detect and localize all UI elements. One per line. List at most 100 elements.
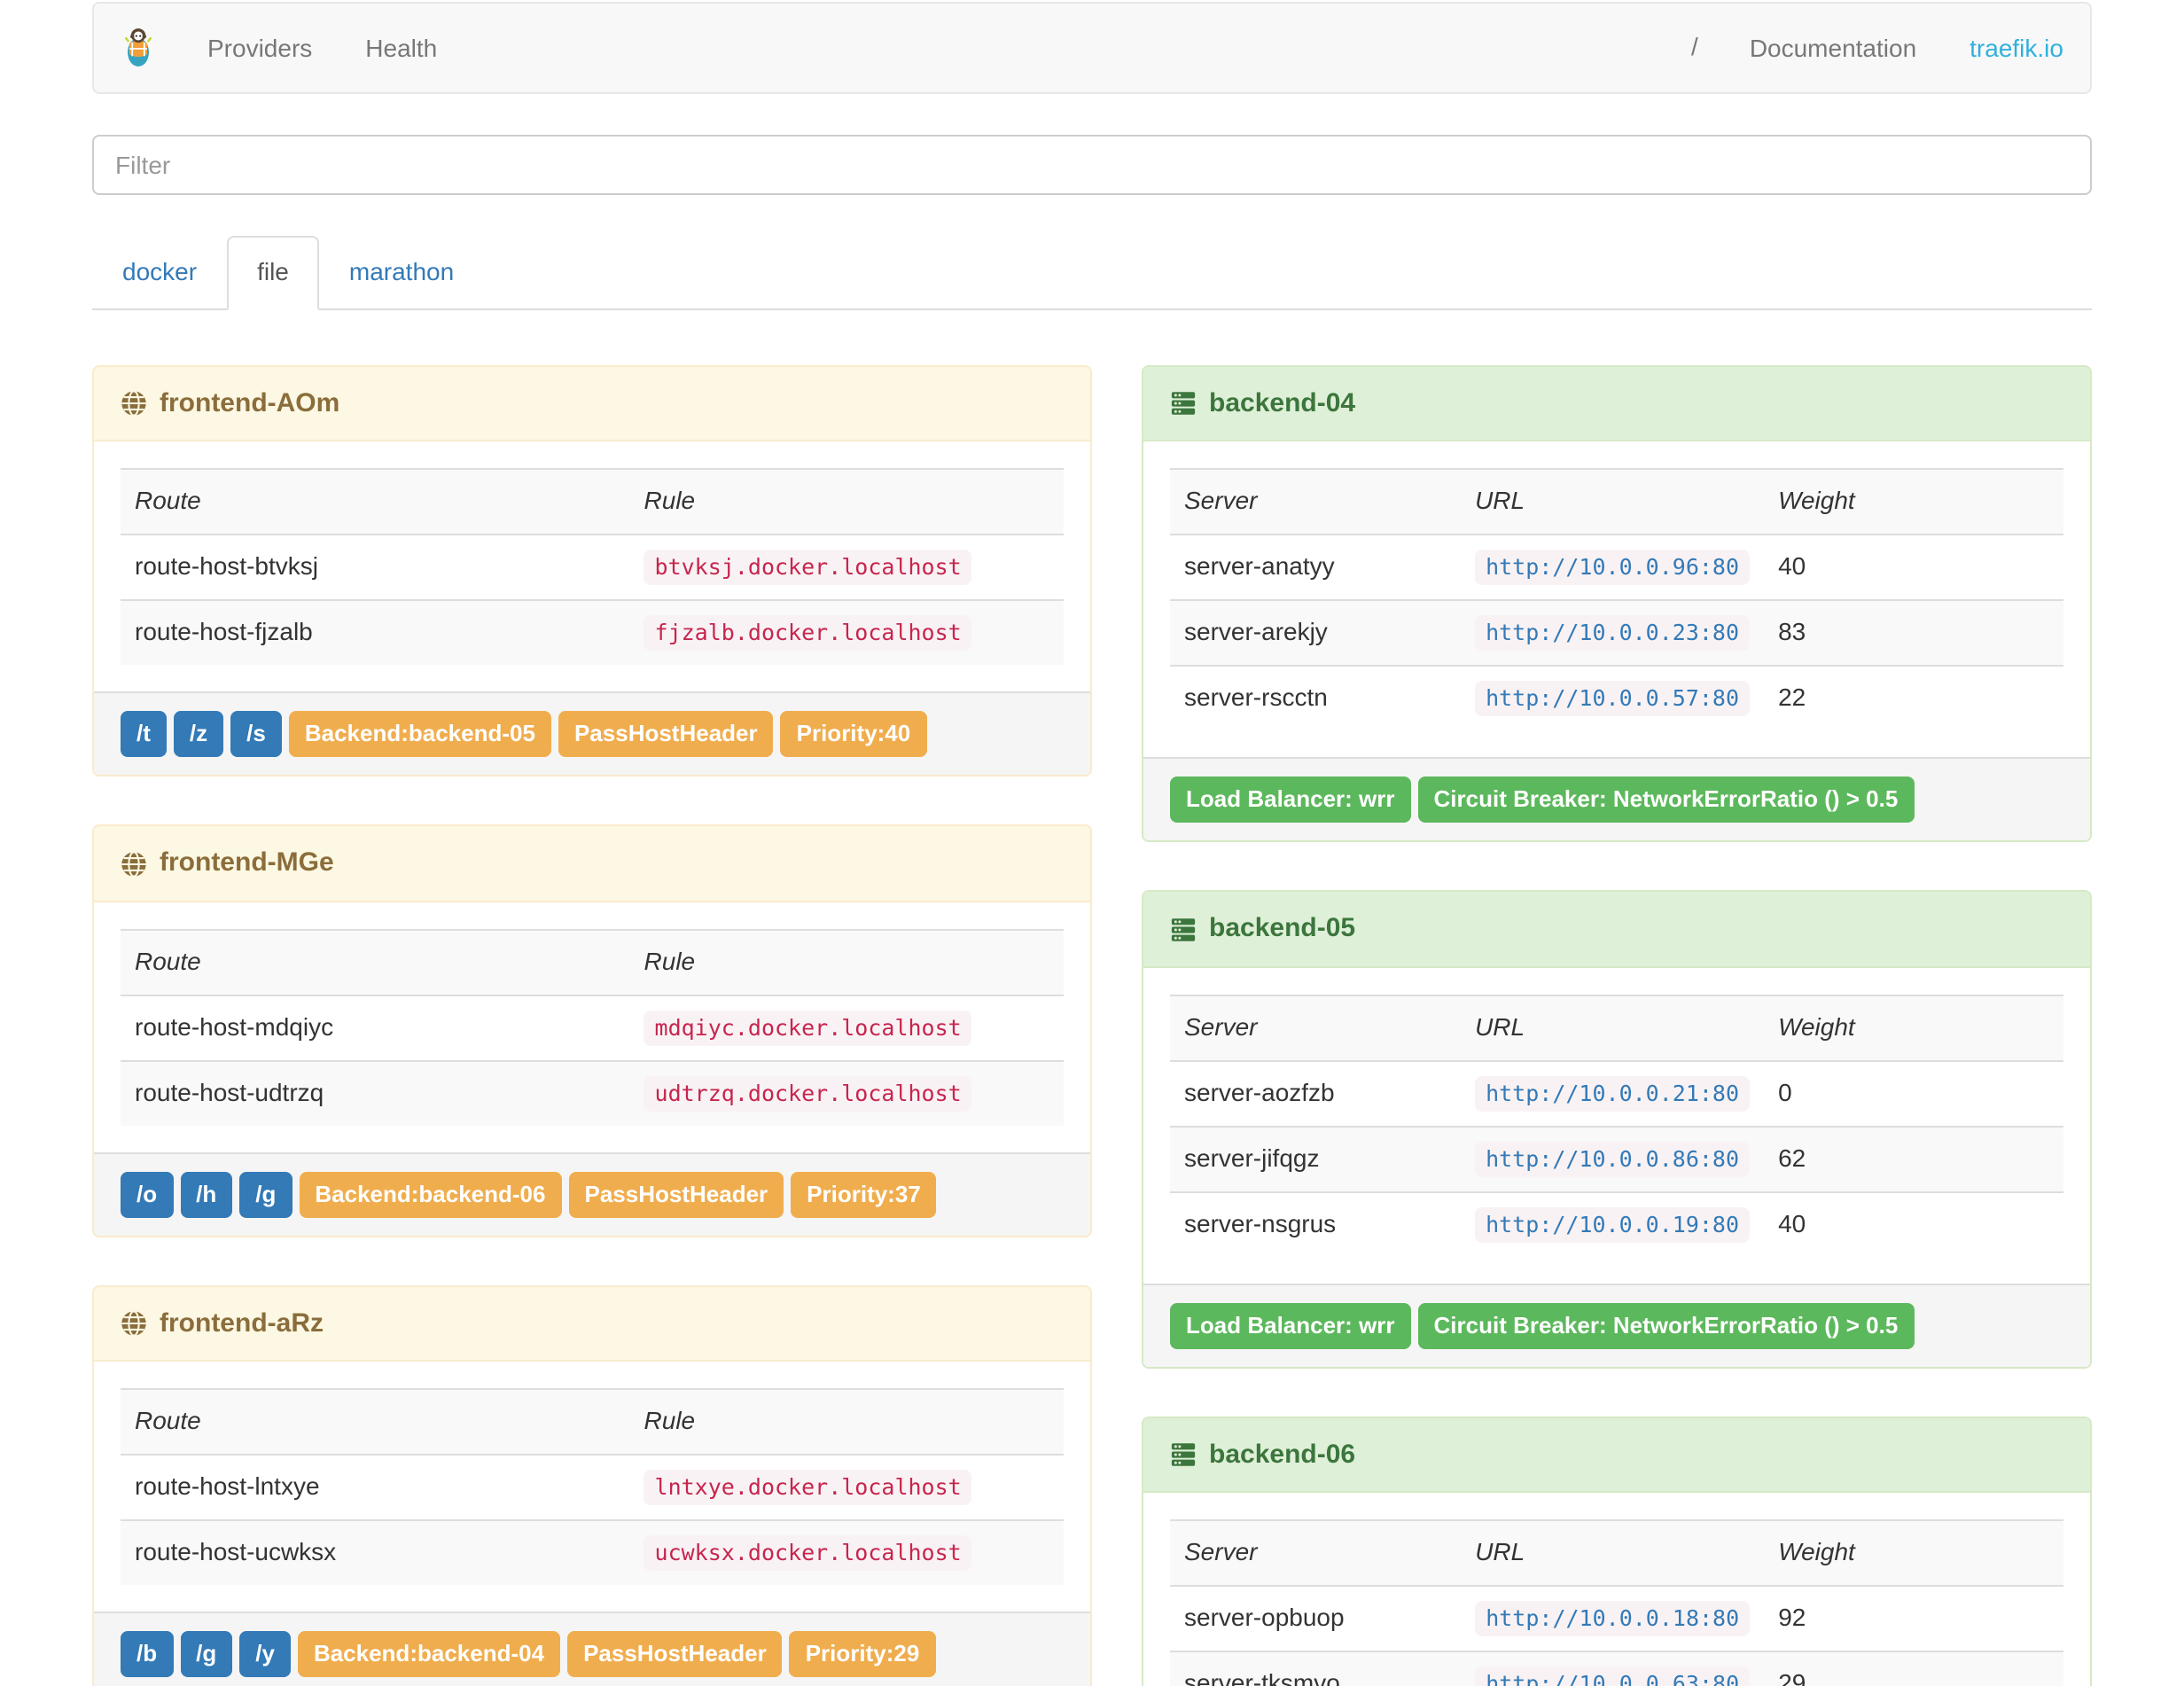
tab-docker[interactable]: docker [122, 257, 198, 285]
column-header-rule: Rule [629, 468, 1064, 535]
path-label: /g [180, 1631, 233, 1678]
table-row: server-tksmvo http://10.0.0.63:80 29 [1170, 1651, 2063, 1686]
server-name: server-anatyy [1170, 534, 1462, 601]
panel-body: Route Rule route-host-lntxye lntxye.dock… [94, 1362, 1090, 1612]
column-header-server: Server [1170, 1519, 1462, 1587]
table-row: route-host-ucwksx ucwksx.docker.localhos… [121, 1519, 1064, 1586]
path-label: /t [121, 711, 167, 758]
server-url-link[interactable]: http://10.0.0.96:80 [1475, 550, 1751, 586]
route-rule: mdqiyc.docker.localhost [644, 1010, 972, 1046]
server-url-link[interactable]: http://10.0.0.18:80 [1475, 1601, 1751, 1637]
panel-title: backend-06 [1209, 1439, 1356, 1470]
table-header-row: Server URL Weight [1170, 994, 2063, 1061]
server-name: server-opbuop [1170, 1585, 1462, 1652]
nav-traefik-io-link[interactable]: traefik.io [1970, 34, 2063, 62]
server-url-link[interactable]: http://10.0.0.63:80 [1475, 1666, 1751, 1686]
server-icon [1170, 916, 1197, 942]
nav-separator: / [1691, 32, 1698, 60]
column-header-server: Server [1170, 468, 1462, 535]
backend-panel-05: backend-05 Server URL Weight server-aozf… [1142, 890, 2092, 1369]
path-label: /s [230, 711, 282, 758]
table-row: server-aozfzb http://10.0.0.21:80 0 [1170, 1059, 2063, 1127]
path-label: /h [180, 1171, 233, 1218]
table-row: server-nsgrus http://10.0.0.19:80 40 [1170, 1190, 2063, 1257]
frontend-panel-footer: /t /z /s Backend:backend-05 PassHostHead… [94, 691, 1090, 776]
route-name: route-host-ucwksx [121, 1519, 630, 1586]
frontend-panel-heading: frontend-AOm [94, 366, 1090, 442]
servers-table: Server URL Weight server-aozfzb http://1… [1170, 994, 2063, 1257]
circuit-breaker-label: Circuit Breaker: NetworkErrorRatio () > … [1417, 777, 1915, 823]
server-weight: 22 [1764, 665, 2063, 731]
server-url-link[interactable]: http://10.0.0.86:80 [1475, 1141, 1751, 1177]
priority-label: Priority:29 [789, 1631, 936, 1678]
frontend-panel-heading: frontend-aRz [94, 1286, 1090, 1362]
load-balancer-label: Load Balancer: wrr [1170, 777, 1411, 823]
route-rule: fjzalb.docker.localhost [644, 615, 972, 652]
panel-body: Route Rule route-host-btvksj btvksj.dock… [94, 442, 1090, 692]
passhostheader-label: PassHostHeader [558, 711, 774, 758]
table-row: server-anatyy http://10.0.0.96:80 40 [1170, 534, 2063, 601]
server-url-link[interactable]: http://10.0.0.23:80 [1475, 615, 1751, 652]
priority-label: Priority:40 [780, 711, 927, 758]
column-header-route: Route [121, 468, 630, 535]
backend-panel-06: backend-06 Server URL Weight server-opbu… [1142, 1416, 2092, 1686]
route-name: route-host-fjzalb [121, 599, 630, 666]
backend-ref-label: Backend:backend-04 [297, 1631, 561, 1678]
route-rule: ucwksx.docker.localhost [644, 1535, 972, 1572]
passhostheader-label: PassHostHeader [568, 1171, 784, 1218]
frontend-panel-aom: frontend-AOm Route Rule route-host-btvks… [92, 364, 1092, 777]
server-weight: 40 [1764, 534, 2063, 601]
table-row: route-host-udtrzq udtrzq.docker.localhos… [121, 1059, 1064, 1126]
table-header-row: Route Rule [121, 928, 1064, 995]
navbar: Providers Health / Documentation traefik… [92, 2, 2092, 94]
load-balancer-label: Load Balancer: wrr [1170, 1302, 1411, 1349]
server-url-link[interactable]: http://10.0.0.19:80 [1475, 1206, 1751, 1243]
column-header-rule: Rule [629, 928, 1064, 995]
column-header-server: Server [1170, 994, 1462, 1061]
route-name: route-host-mdqiyc [121, 994, 630, 1061]
provider-tabs: docker file marathon [92, 236, 2092, 310]
panel-title: frontend-MGe [160, 847, 334, 878]
table-row: server-rscctn http://10.0.0.57:80 22 [1170, 665, 2063, 731]
routes-table: Route Rule route-host-lntxye lntxye.dock… [121, 1388, 1064, 1586]
priority-label: Priority:37 [791, 1171, 937, 1218]
traefik-logo[interactable] [94, 28, 181, 67]
backends-column: backend-04 Server URL Weight server-anat… [1142, 364, 2092, 1686]
table-row: route-host-btvksj btvksj.docker.localhos… [121, 534, 1064, 601]
traefik-mascot-icon [124, 28, 152, 67]
frontend-panel-footer: /o /h /g Backend:backend-06 PassHostHead… [94, 1151, 1090, 1236]
route-name: route-host-lntxye [121, 1454, 630, 1521]
backend-panel-heading: backend-05 [1143, 892, 2090, 968]
passhostheader-label: PassHostHeader [567, 1631, 783, 1678]
server-weight: 40 [1764, 1190, 2063, 1257]
frontend-panel-heading: frontend-MGe [94, 826, 1090, 902]
tab-file[interactable]: file [227, 236, 319, 310]
routes-table: Route Rule route-host-mdqiyc mdqiyc.dock… [121, 928, 1064, 1126]
column-header-weight: Weight [1764, 994, 2063, 1061]
server-icon [1170, 390, 1197, 417]
panel-title: backend-04 [1209, 387, 1356, 418]
server-url-link[interactable]: http://10.0.0.21:80 [1475, 1075, 1751, 1112]
frontends-column: frontend-AOm Route Rule route-host-btvks… [92, 364, 1092, 1686]
circuit-breaker-label: Circuit Breaker: NetworkErrorRatio () > … [1417, 1302, 1915, 1349]
filter-input[interactable] [92, 135, 2092, 195]
server-icon [1170, 1441, 1197, 1468]
nav-providers[interactable]: Providers [207, 34, 313, 62]
path-label: /o [121, 1171, 174, 1218]
tab-marathon[interactable]: marathon [348, 257, 455, 285]
server-weight: 29 [1764, 1651, 2063, 1686]
server-name: server-tksmvo [1170, 1651, 1462, 1686]
table-header-row: Server URL Weight [1170, 468, 2063, 535]
table-row: server-opbuop http://10.0.0.18:80 92 [1170, 1585, 2063, 1652]
path-label: /g [239, 1171, 292, 1218]
nav-documentation[interactable]: Documentation [1749, 34, 1917, 62]
column-header-weight: Weight [1764, 1519, 2063, 1587]
server-name: server-arekjy [1170, 599, 1462, 667]
nav-health[interactable]: Health [365, 34, 438, 62]
table-header-row: Server URL Weight [1170, 1519, 2063, 1587]
frontend-panel-mge: frontend-MGe Route Rule route-host-mdqiy… [92, 824, 1092, 1237]
server-name: server-jifqgz [1170, 1125, 1462, 1192]
table-row: server-arekjy http://10.0.0.23:80 83 [1170, 599, 2063, 667]
server-url-link[interactable]: http://10.0.0.57:80 [1475, 681, 1751, 717]
